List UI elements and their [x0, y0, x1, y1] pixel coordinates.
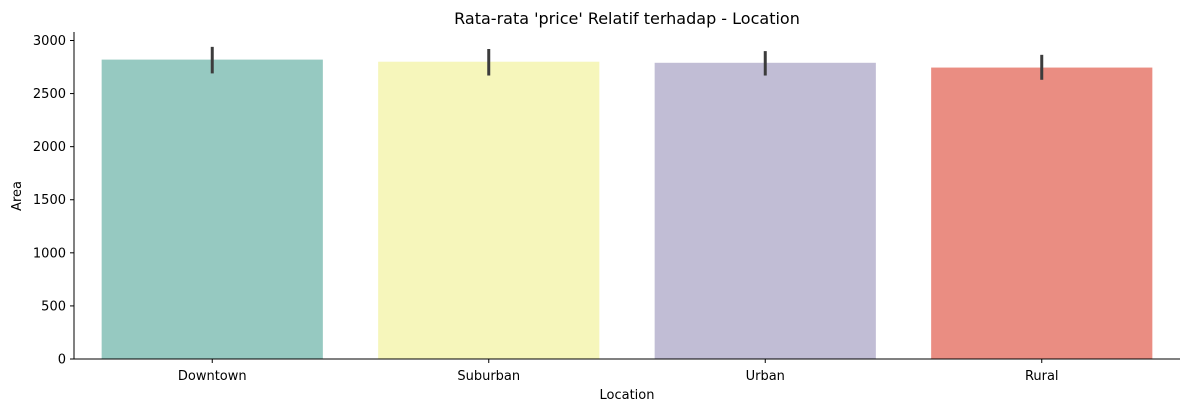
y-tick-label: 3000	[33, 34, 66, 49]
x-axis: Downtown Suburban Urban Rural	[74, 358, 1180, 384]
bar-urban	[654, 62, 876, 359]
y-tick-label: 2500	[33, 87, 66, 102]
y-tick-label: 1000	[33, 246, 66, 261]
y-tick-label: 1500	[33, 193, 66, 208]
x-tick-label: Urban	[746, 369, 785, 384]
y-axis: 0 500 1000 1500 2000 2500 3000	[33, 32, 75, 368]
y-tick-label: 500	[41, 299, 66, 314]
y-tick-label: 2000	[33, 140, 66, 155]
x-tick-label: Downtown	[178, 369, 247, 384]
bar-downtown	[101, 59, 323, 360]
x-tick-label: Rural	[1025, 369, 1059, 384]
x-axis-label: Location	[600, 388, 655, 403]
y-axis-label: Area	[10, 181, 25, 211]
y-tick-label: 0	[58, 353, 66, 368]
bar-rural	[931, 67, 1153, 359]
chart-title: Rata-rata 'price' Relatif terhadap - Loc…	[454, 9, 800, 28]
bars-layer	[101, 59, 1153, 360]
error-bars-layer	[210, 46, 1044, 80]
bar-suburban	[378, 61, 600, 360]
x-tick-label: Suburban	[457, 369, 520, 384]
